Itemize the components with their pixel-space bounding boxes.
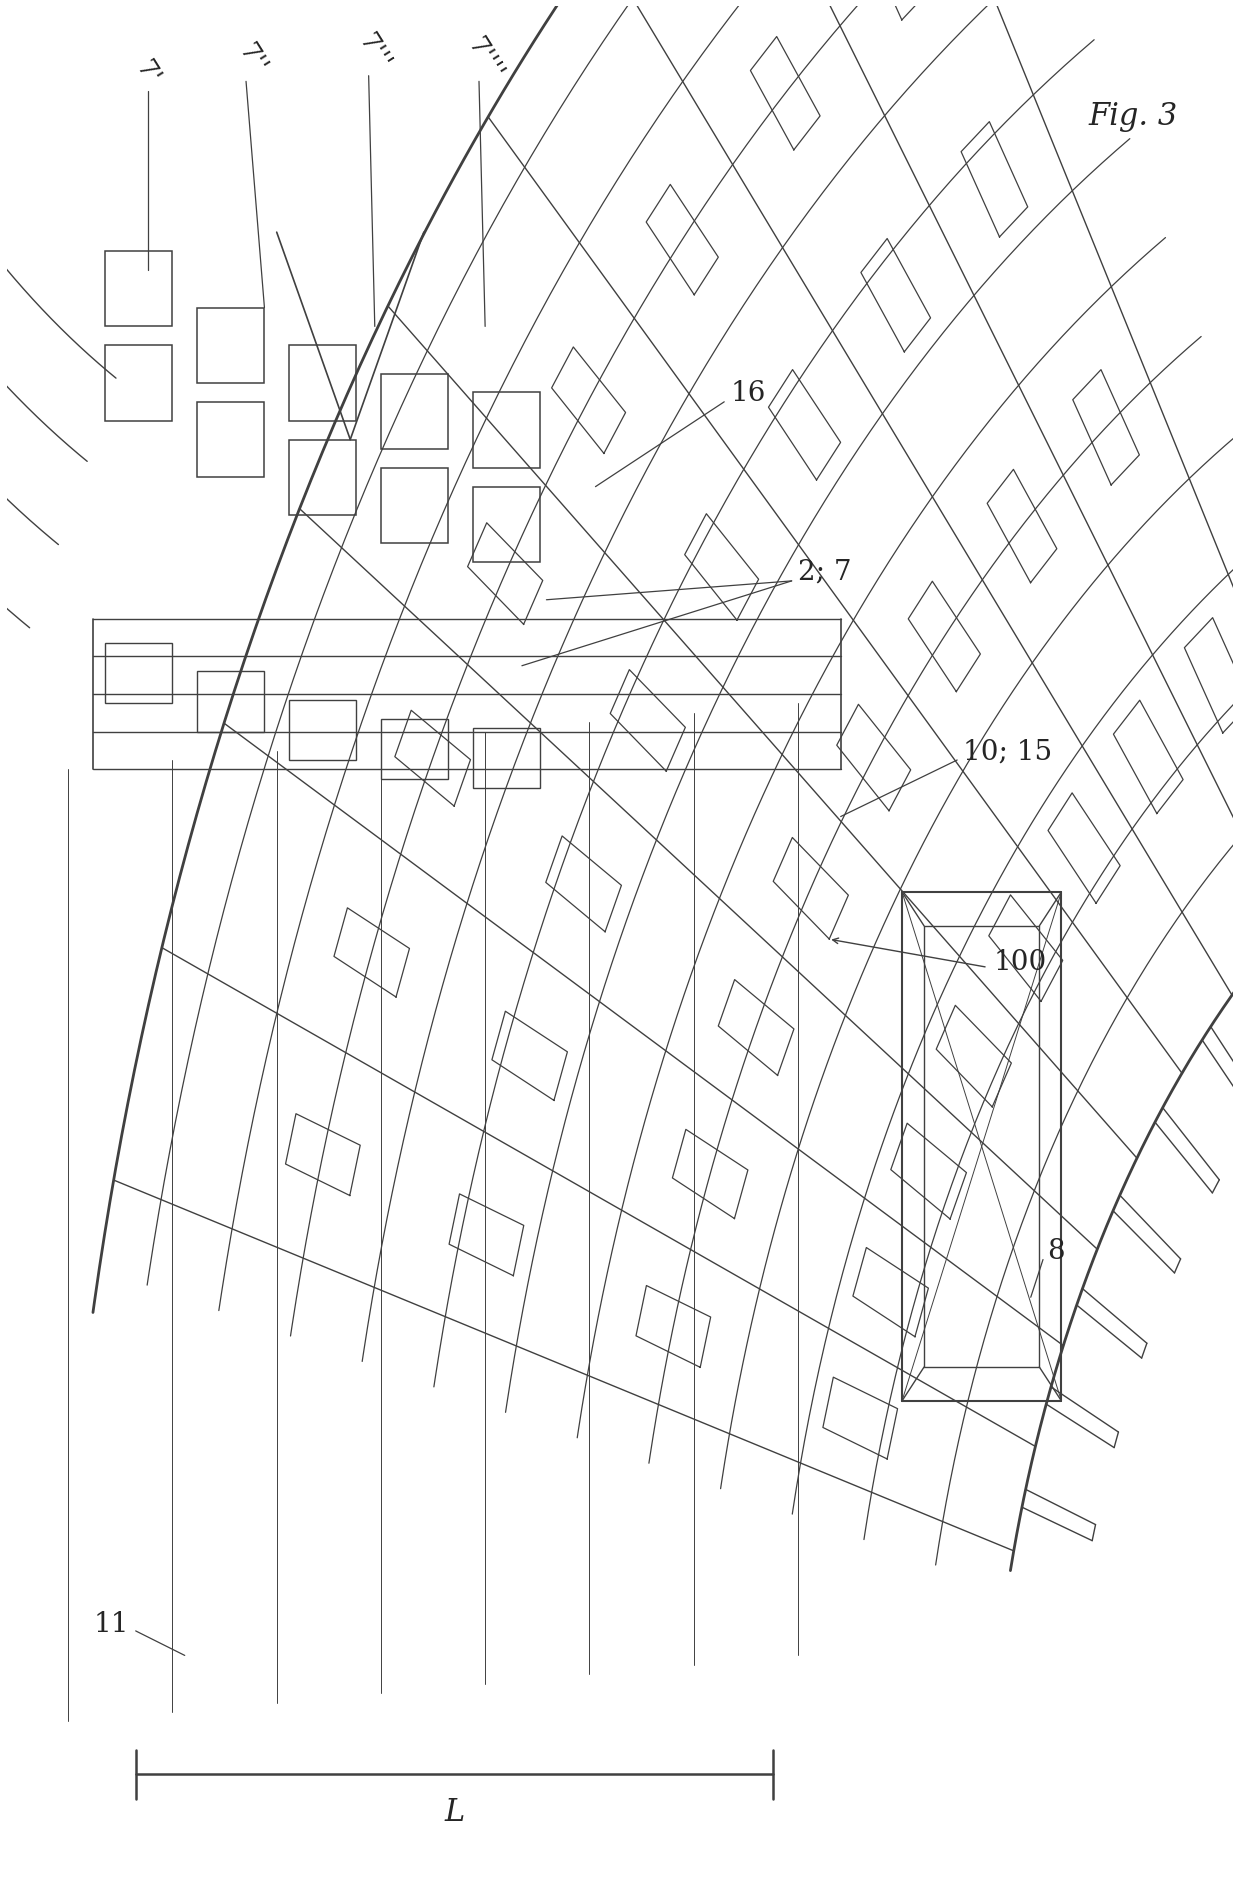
Bar <box>472 488 541 562</box>
Text: 2; 7: 2; 7 <box>797 558 852 586</box>
Bar <box>289 700 356 761</box>
Bar <box>197 402 264 478</box>
Text: 7'': 7'' <box>233 40 272 80</box>
Text: 8: 8 <box>1047 1237 1064 1264</box>
Bar <box>289 345 356 421</box>
Bar <box>197 307 264 383</box>
Text: 7': 7' <box>131 57 165 89</box>
Bar <box>105 643 172 704</box>
Bar <box>105 252 172 326</box>
Bar <box>381 719 449 780</box>
Bar <box>472 393 541 469</box>
Text: Fig. 3: Fig. 3 <box>1089 101 1178 131</box>
Text: 7'''': 7'''' <box>463 34 508 85</box>
Text: 100: 100 <box>994 949 1048 976</box>
Text: 11: 11 <box>94 1610 129 1636</box>
Bar <box>381 469 449 545</box>
Bar <box>289 440 356 516</box>
Text: L: L <box>444 1796 465 1828</box>
Text: 16: 16 <box>730 380 766 406</box>
Text: 10; 15: 10; 15 <box>963 738 1053 765</box>
Bar <box>472 729 541 790</box>
Bar <box>197 672 264 733</box>
Bar <box>381 374 449 450</box>
Text: 7''': 7''' <box>353 28 396 76</box>
Bar <box>105 345 172 421</box>
